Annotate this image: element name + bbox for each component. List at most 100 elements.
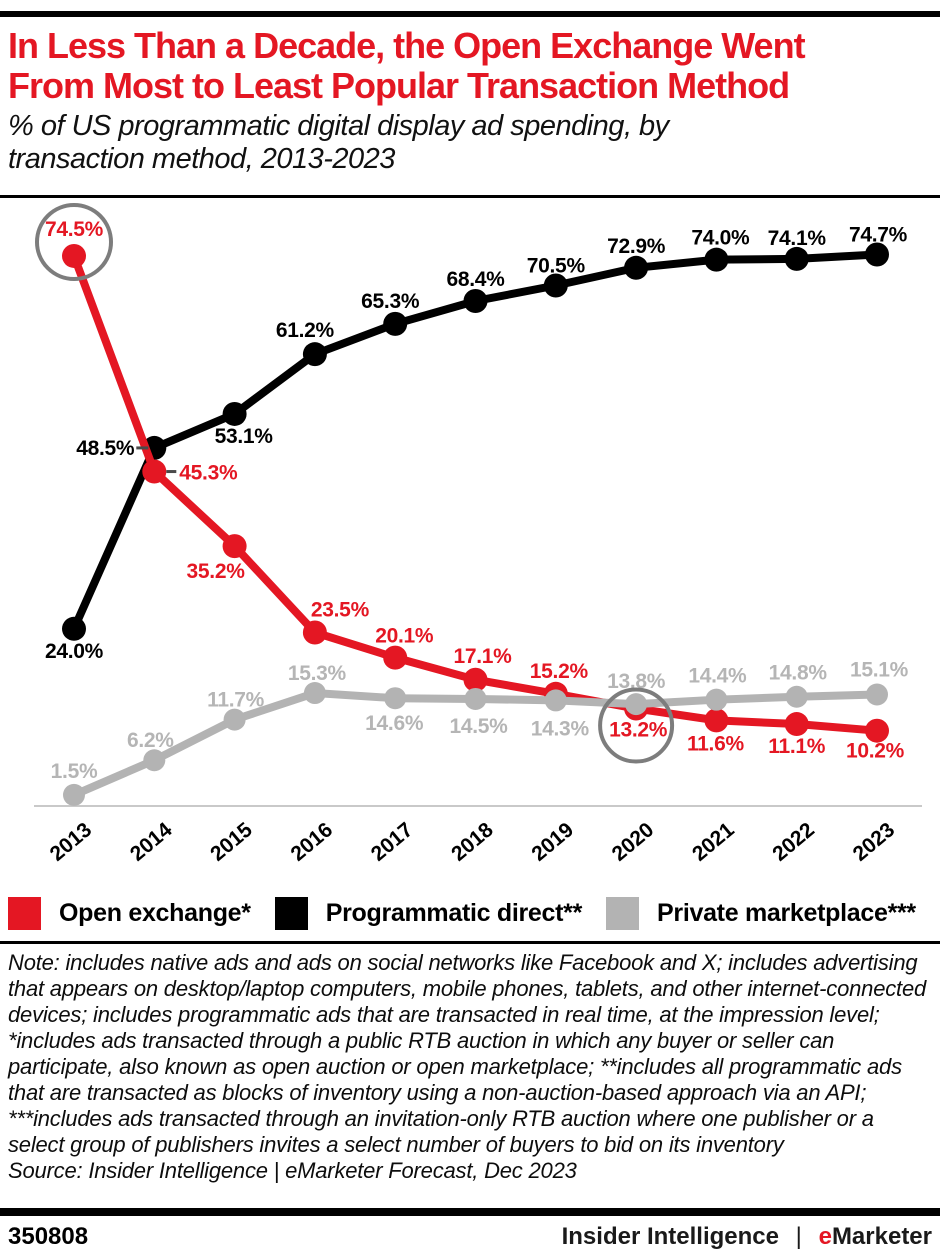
chart-id: 350808 <box>8 1223 89 1250</box>
data-label-private-marketplace-2020: 13.8% <box>607 670 666 693</box>
point-programmatic-direct-2020 <box>624 255 649 280</box>
page-title-line-2: From Most to Least Popular Transaction M… <box>8 65 790 106</box>
data-label-programmatic-direct-2017: 65.3% <box>361 290 420 313</box>
data-label-programmatic-direct-2013: 24.0% <box>45 640 104 663</box>
x-tick-label-2018: 2018 <box>447 818 498 866</box>
data-label-open-exchange-2015: 35.2% <box>187 560 246 583</box>
data-label-programmatic-direct-2020: 72.9% <box>607 235 666 258</box>
point-open-exchange-2017 <box>383 645 408 670</box>
legend: Open exchange* Programmatic direct** Pri… <box>0 897 940 930</box>
data-label-private-marketplace-2021: 14.4% <box>688 665 747 688</box>
point-private-marketplace-2021 <box>705 688 728 711</box>
data-label-open-exchange-2013: 74.5% <box>45 218 104 241</box>
brand-insider-intelligence: Insider Intelligence <box>561 1223 779 1250</box>
highlight-circle-2020 <box>598 687 675 764</box>
point-programmatic-direct-2013 <box>62 616 86 641</box>
data-label-programmatic-direct-2021: 74.0% <box>691 227 750 250</box>
header: In Less Than a Decade, the Open Exchange… <box>0 17 940 176</box>
data-label-open-exchange-2021: 11.6% <box>687 732 745 755</box>
top-divider-bar <box>0 11 940 17</box>
data-label-open-exchange-2014: 45.3% <box>179 462 238 485</box>
data-label-open-exchange-2016: 23.5% <box>311 598 370 621</box>
data-label-private-marketplace-2022: 14.8% <box>769 662 828 685</box>
brand-emarketer: eMarketer <box>819 1223 932 1250</box>
point-open-exchange-2016 <box>302 620 327 645</box>
data-label-open-exchange-2023: 10.2% <box>846 740 905 763</box>
data-label-open-exchange-2017: 20.1% <box>375 625 434 648</box>
legend-item-programmatic-direct: Programmatic direct** <box>274 897 583 930</box>
point-private-marketplace-2015 <box>223 708 246 731</box>
legend-label-private-marketplace: Private marketplace*** <box>657 899 916 927</box>
source-text: Source: Insider Intelligence | eMarketer… <box>8 1158 577 1183</box>
labels-open-exchange: 74.5% 45.3% 35.2% 23.5%20.1% 17.1% 15.2% 13.2%… <box>45 218 905 763</box>
labels-private-marketplace: 1.5% 6.2% 11.7% 15.3% 14.6% 14.5% 14.3% 13.8% 14… <box>51 659 909 783</box>
chart-subtitle-line-1: % of US programmatic digital display ad … <box>8 110 669 142</box>
data-label-private-marketplace-2013: 1.5% <box>51 760 98 783</box>
point-private-marketplace-2013 <box>63 783 85 806</box>
point-private-marketplace-2019 <box>544 689 567 712</box>
legend-item-private-marketplace: Private marketplace*** <box>606 897 916 930</box>
footer-row: 350808 Insider Intelligence | eMarketer <box>0 1216 940 1260</box>
point-programmatic-direct-2023 <box>865 242 889 267</box>
footer-divider-bar <box>0 1208 940 1216</box>
point-open-exchange-2021 <box>704 708 729 733</box>
legend-swatch-private-marketplace <box>606 897 640 930</box>
data-label-programmatic-direct-2019: 70.5% <box>527 254 586 277</box>
x-tick-label-2016: 2016 <box>287 818 338 866</box>
point-open-exchange-2018 <box>463 667 488 692</box>
x-tick-label-2023: 2023 <box>849 818 900 866</box>
note-block: Note: includes native ads and ads on soc… <box>0 950 940 1184</box>
page-title-line-1: In Less Than a Decade, the Open Exchange… <box>8 25 806 66</box>
point-programmatic-direct-2016 <box>302 342 327 367</box>
data-label-private-marketplace-2015: 11.7% <box>207 689 265 712</box>
data-label-programmatic-direct-2014: 48.5% <box>76 437 135 460</box>
point-programmatic-direct-2018 <box>463 289 488 314</box>
point-private-marketplace-2022 <box>785 685 808 708</box>
x-tick-label-2021: 2021 <box>688 818 739 866</box>
point-open-exchange-2015 <box>222 534 247 559</box>
page-title: In Less Than a Decade, the Open Exchange… <box>8 26 932 106</box>
data-label-open-exchange-2019: 15.2% <box>530 660 589 683</box>
data-label-programmatic-direct-2023: 74.7% <box>849 223 908 246</box>
x-tick-label-2022: 2022 <box>768 818 819 866</box>
x-axis-labels: 2013 2014 2015 2016 2017 2018 2019 2020 2021 2022… <box>46 818 900 866</box>
legend-label-programmatic-direct: Programmatic direct** <box>325 899 583 927</box>
note-text: Note: includes native ads and ads on soc… <box>8 950 927 1157</box>
legend-item-open-exchange: Open exchange* <box>8 897 251 930</box>
data-label-programmatic-direct-2015: 53.1% <box>215 425 274 448</box>
point-private-marketplace-2018 <box>464 687 487 710</box>
point-private-marketplace-2014 <box>143 749 166 772</box>
point-programmatic-direct-2017 <box>383 311 408 336</box>
point-private-marketplace-2020 <box>625 693 648 716</box>
point-programmatic-direct-2015 <box>222 401 247 426</box>
point-programmatic-direct-2019 <box>543 273 568 298</box>
chart-subtitle-line-2: transaction method, 2013-2023 <box>8 143 395 175</box>
data-label-open-exchange-2020: 13.2% <box>609 719 668 742</box>
footer: 350808 Insider Intelligence | eMarketer <box>0 1208 940 1260</box>
point-private-marketplace-2017 <box>384 687 407 710</box>
point-open-exchange-2014 <box>142 459 167 484</box>
x-tick-label-2019: 2019 <box>527 818 578 866</box>
data-label-private-marketplace-2018: 14.5% <box>449 715 508 738</box>
x-tick-label-2014: 2014 <box>126 818 177 866</box>
data-label-programmatic-direct-2018: 68.4% <box>446 268 505 291</box>
point-programmatic-direct-2022 <box>784 246 809 271</box>
line-chart: 2013 2014 2015 2016 2017 2018 2019 2020 2021 2022… <box>34 202 922 866</box>
brand-lockup: Insider Intelligence | eMarketer <box>562 1223 932 1251</box>
brand-emarketer-rest: Marketer <box>831 1223 932 1250</box>
header-divider <box>0 195 940 198</box>
chart-subtitle: % of US programmatic digital display ad … <box>8 110 932 176</box>
point-open-exchange-2023 <box>865 718 889 743</box>
x-tick-label-2013: 2013 <box>46 818 97 866</box>
point-private-marketplace-2016 <box>303 682 326 705</box>
brand-separator: | <box>795 1223 802 1250</box>
point-programmatic-direct-2021 <box>704 247 729 272</box>
data-label-private-marketplace-2014: 6.2% <box>127 729 174 752</box>
brand-emarketer-e: e <box>818 1223 832 1250</box>
x-tick-label-2020: 2020 <box>608 818 659 866</box>
data-label-programmatic-direct-2022: 74.1% <box>768 227 827 250</box>
data-label-private-marketplace-2019: 14.3% <box>531 717 590 740</box>
series-programmatic-direct <box>62 242 889 641</box>
x-tick-label-2015: 2015 <box>206 818 257 866</box>
